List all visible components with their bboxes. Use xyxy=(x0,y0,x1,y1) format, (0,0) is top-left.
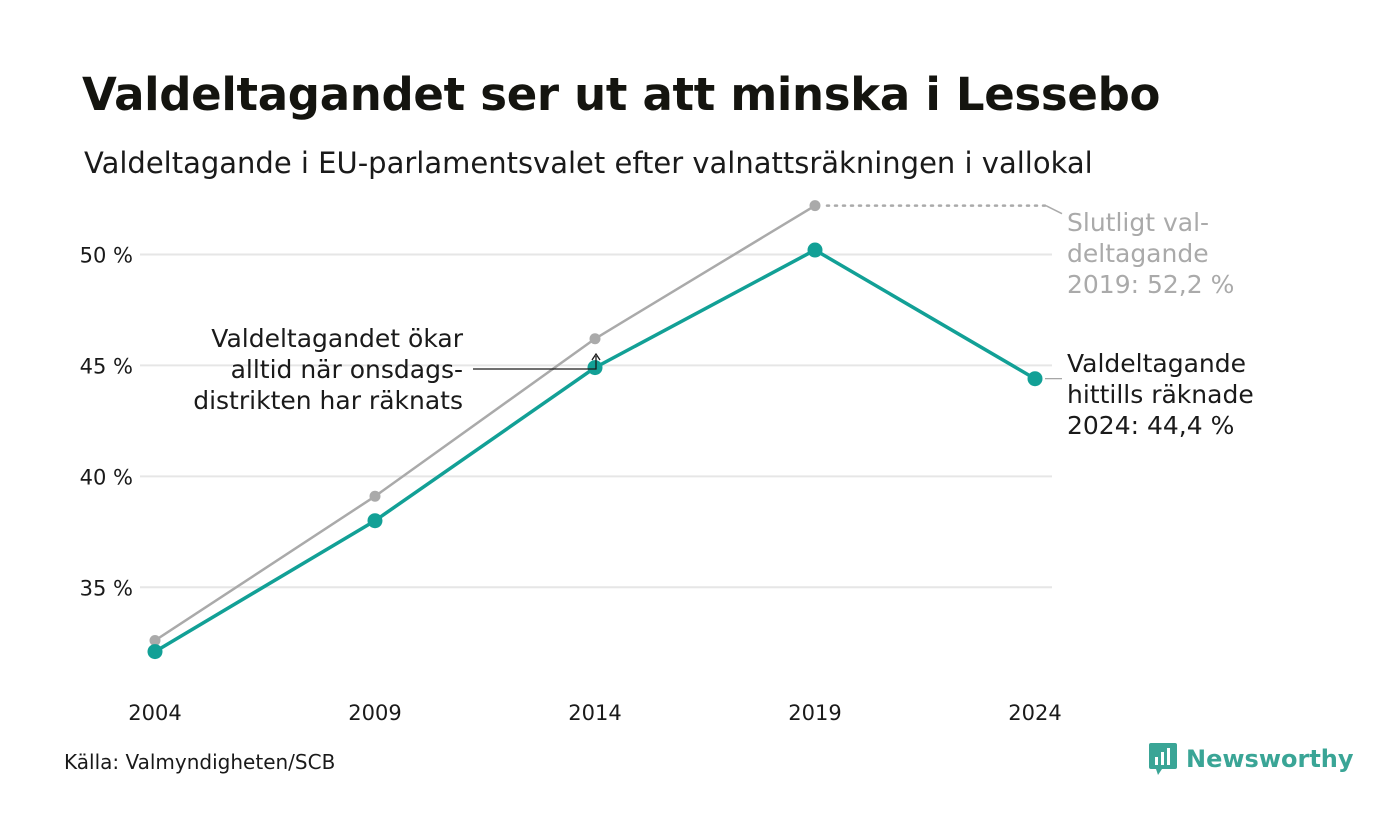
final-series-point xyxy=(589,333,601,345)
final-series-point xyxy=(809,200,821,212)
note-label: alltid när onsdags- xyxy=(231,355,463,384)
chart-title: Valdeltagandet ser ut att minska i Lesse… xyxy=(82,68,1161,121)
source-note: Källa: Valmyndigheten/SCB xyxy=(64,750,336,774)
brand-logo[interactable]: Newsworthy xyxy=(1148,742,1354,776)
x-tick-label: 2014 xyxy=(568,701,621,725)
final-series-line xyxy=(154,204,816,642)
note-arrowhead xyxy=(591,352,601,361)
final-leader-tick xyxy=(1045,204,1063,215)
x-tick-label: 2004 xyxy=(128,701,181,725)
note-label: distrikten har räknats xyxy=(193,386,463,415)
line-chart: 35 % 40 % 45 % 50 % 2004 2009 2014 2019 2024 Slut… xyxy=(80,200,1254,725)
y-tick-label: 45 % xyxy=(80,354,133,378)
y-tick-label: 50 % xyxy=(80,243,133,267)
counted-series-point xyxy=(367,513,383,529)
brand-name: Newsworthy xyxy=(1186,745,1354,773)
current-label: Valdeltagande xyxy=(1067,349,1246,378)
x-tick-label: 2024 xyxy=(1008,701,1061,725)
current-label: 2024: 44,4 % xyxy=(1067,411,1234,440)
final-label: Slutligt val- xyxy=(1067,208,1209,237)
note-label: Valdeltagandet ökar xyxy=(211,324,463,353)
final-series-point xyxy=(369,490,381,502)
x-tick-label: 2019 xyxy=(788,701,841,725)
chart-subtitle: Valdeltagande i EU-parlamentsvalet efter… xyxy=(84,146,1093,180)
counted-series-point xyxy=(147,644,163,660)
final-label: deltagande xyxy=(1067,239,1209,268)
current-label: hittills räknade xyxy=(1067,380,1254,409)
note-arrow xyxy=(473,356,597,370)
final-series-point xyxy=(149,635,161,647)
y-tick-label: 35 % xyxy=(80,576,133,600)
final-label: 2019: 52,2 % xyxy=(1067,270,1234,299)
x-tick-label: 2009 xyxy=(348,701,401,725)
counted-series-point xyxy=(1027,371,1043,387)
counted-series-point xyxy=(807,242,823,258)
counted-series-point xyxy=(587,360,603,376)
counted-series-line xyxy=(154,248,1036,654)
newsworthy-logo-icon xyxy=(1149,743,1177,775)
y-tick-label: 40 % xyxy=(80,465,133,489)
